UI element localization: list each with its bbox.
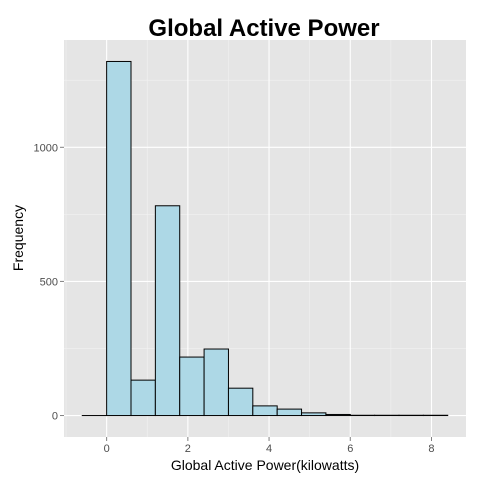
histogram-bars bbox=[81, 60, 449, 417]
histogram-bar bbox=[325, 413, 351, 417]
histogram-bar bbox=[154, 205, 181, 417]
histogram-bar bbox=[301, 412, 327, 417]
histogram-bar bbox=[130, 379, 156, 417]
y-axis-title: Frequency bbox=[10, 205, 26, 271]
histogram-bar bbox=[252, 405, 278, 417]
histogram-bar bbox=[276, 408, 303, 417]
x-tick-label: 4 bbox=[266, 443, 272, 455]
chart-title: Global Active Power bbox=[148, 15, 379, 42]
x-tick-label: 2 bbox=[185, 443, 191, 455]
y-tick-label: 500 bbox=[40, 276, 58, 288]
y-axis-ticks: 0 500 1000 bbox=[34, 142, 64, 423]
x-tick-label: 0 bbox=[104, 443, 110, 455]
y-tick-label: 0 bbox=[52, 411, 58, 423]
x-tick-label: 8 bbox=[428, 443, 434, 455]
x-axis-title: Global Active Power(kilowatts) bbox=[171, 457, 359, 473]
histogram-bar bbox=[227, 387, 254, 417]
x-tick-label: 6 bbox=[347, 443, 353, 455]
histogram-bar bbox=[203, 348, 229, 417]
y-tick-label: 1000 bbox=[34, 142, 58, 154]
histogram-bar bbox=[179, 356, 205, 417]
x-axis-ticks: 0 2 4 6 8 bbox=[104, 437, 435, 455]
histogram-bar bbox=[106, 60, 132, 417]
